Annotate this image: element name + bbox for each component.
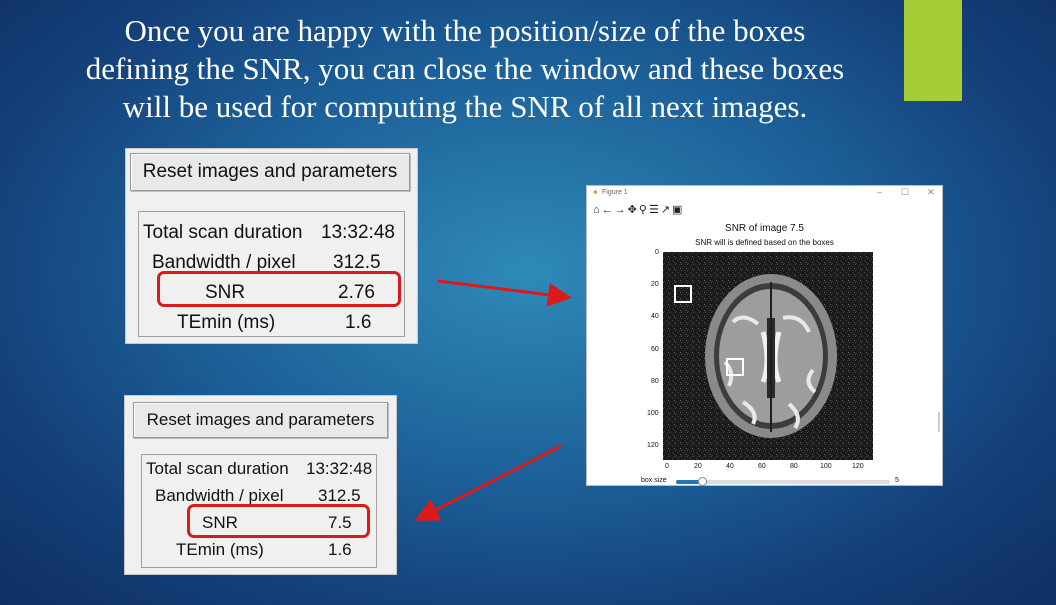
total-scan-duration-value: 13:32:48 [321,222,395,243]
slider-label: box size [641,477,667,484]
accent-rectangle [904,0,962,101]
slider-handle[interactable] [697,477,707,486]
figure-app-icon: ✦ [592,188,599,197]
total-scan-duration-label: Total scan duration [143,222,303,243]
total-scan-duration-label: Total scan duration [146,459,289,478]
minimize-button[interactable]: – [877,187,883,197]
y-tick-label: 120 [647,442,659,449]
title-line-2: defining the SNR, you can close the wind… [85,51,845,86]
y-tick-label: 60 [651,346,659,353]
x-tick-label: 40 [726,463,734,470]
bandwidth-label: Bandwidth / pixel [155,486,284,505]
snr-highlight-top [157,271,401,307]
y-tick-label: 80 [651,378,659,385]
snr-box-signal [726,358,744,376]
snr-highlight-bottom [187,504,370,538]
title-line-3: will be used for computing the SNR of al… [122,89,808,124]
slider-fill [676,480,702,484]
figure-window: ✦ Figure 1 – ☐ ✕ ⌂←→✥⚲☰↗▣ SNR of image 7… [586,185,943,486]
snr-value: 2.76 [338,282,375,303]
temin-label: TEmin (ms) [177,312,276,333]
temin-value: 1.6 [345,312,372,333]
slide-title: Once you are happy with the position/siz… [30,12,900,126]
pan-icon[interactable]: ✥ [627,204,639,216]
x-tick-label: 80 [790,463,798,470]
snr-value: 7.5 [328,513,352,532]
reset-images-button[interactable]: Reset images and parameters [133,402,388,438]
slider-value: 5 [895,477,899,484]
box-size-slider[interactable] [676,477,890,486]
maximize-button[interactable]: ☐ [901,187,910,197]
save-icon[interactable]: ▣ [672,204,685,216]
edit-axis-icon[interactable]: ↗ [660,204,673,216]
scrollbar[interactable] [938,412,940,432]
y-tick-label: 0 [655,249,659,256]
forward-arrow-icon[interactable]: → [614,204,628,216]
bandwidth-value: 312.5 [318,486,361,505]
x-tick-label: 0 [665,463,669,470]
home-icon[interactable]: ⌂ [593,204,602,216]
arrow-to-bottom-panel [414,444,562,521]
title-line-1: Once you are happy with the position/siz… [124,13,806,48]
total-scan-duration-value: 13:32:48 [306,459,373,478]
snr-label: SNR [202,513,238,532]
parameters-panel-bottom: Reset images and parameters Total scan d… [124,395,397,575]
x-tick-label: 60 [758,463,766,470]
figure-window-title: Figure 1 [602,189,628,196]
plot-title: SNR of image 7.5 [725,223,804,234]
temin-label: TEmin (ms) [176,540,264,559]
figure-toolbar: ⌂←→✥⚲☰↗▣ [593,203,684,217]
parameters-panel-top: Reset images and parameters Total scan d… [125,148,418,344]
zoom-icon[interactable]: ⚲ [638,204,649,216]
temin-value: 1.6 [328,540,352,559]
back-arrow-icon[interactable]: ← [601,204,615,216]
y-tick-label: 40 [651,313,659,320]
x-tick-label: 120 [852,463,864,470]
bandwidth-value: 312.5 [333,252,381,273]
x-tick-label: 100 [820,463,832,470]
bandwidth-label: Bandwidth / pixel [152,252,296,273]
configure-icon[interactable]: ☰ [648,204,661,216]
plot-subtitle: SNR will is defined based on the boxes [695,238,834,247]
y-tick-label: 100 [647,410,659,417]
snr-label: SNR [205,282,246,303]
arrow-to-figure [437,279,572,307]
info-box: Total scan duration 13:32:48 Bandwidth /… [141,454,377,568]
close-button[interactable]: ✕ [927,187,935,197]
x-tick-label: 20 [694,463,702,470]
mri-brain-image [663,252,873,460]
y-tick-label: 20 [651,281,659,288]
info-box: Total scan duration 13:32:48 Bandwidth /… [138,211,405,337]
snr-box-noise [674,285,692,303]
figure-titlebar: ✦ Figure 1 – ☐ ✕ [587,186,942,200]
reset-images-button[interactable]: Reset images and parameters [130,153,410,191]
